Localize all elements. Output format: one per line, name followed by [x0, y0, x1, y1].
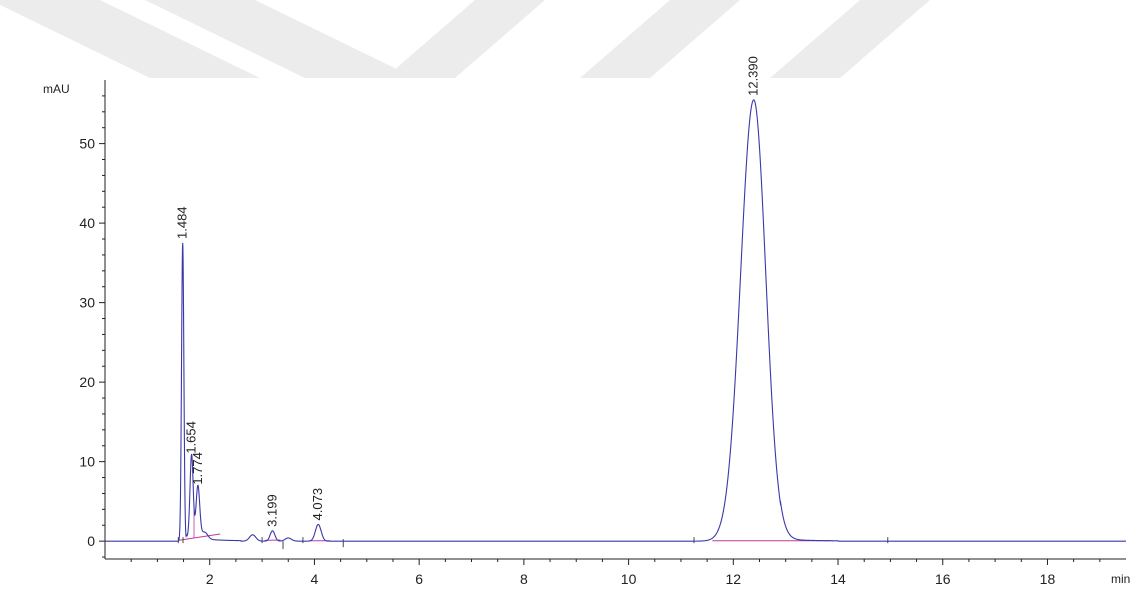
x-tick-label: 10 — [621, 571, 637, 587]
watermark-stripe — [145, 0, 415, 78]
x-tick-label: 6 — [415, 571, 423, 587]
peak-label-1-774: 1.774 — [190, 452, 205, 485]
peak-label-1-654: 1.654 — [184, 421, 199, 454]
y-axis-label: mAU — [43, 82, 70, 96]
x-tick-label: 4 — [311, 571, 319, 587]
x-ticks: 2 4 6 8 10 12 14 16 18 — [130, 559, 1101, 587]
x-axis-label: min — [1111, 572, 1130, 586]
watermark-stripe — [580, 0, 740, 78]
peak-label-1-484: 1.484 — [175, 206, 190, 239]
peak-label-3-199: 3.199 — [264, 494, 279, 527]
watermark-stripe — [0, 0, 260, 78]
peak-label-4-073: 4.073 — [310, 488, 325, 521]
baseline-segment — [178, 533, 221, 541]
x-tick-label: 14 — [830, 571, 846, 587]
watermark-stripe — [770, 0, 930, 78]
x-tick-label: 12 — [726, 571, 742, 587]
y-tick-label: 40 — [79, 215, 95, 231]
y-ticks: 0 10 20 30 40 50 — [79, 95, 105, 558]
baselines — [177, 506, 889, 550]
axes — [104, 80, 1126, 560]
y-tick-label: 10 — [79, 454, 95, 470]
y-tick-label: 30 — [79, 295, 95, 311]
y-tick-label: 50 — [79, 136, 95, 152]
x-tick-label: 2 — [206, 571, 214, 587]
watermark-stripe — [385, 0, 545, 78]
y-tick-label: 20 — [79, 374, 95, 390]
x-tick-label: 8 — [520, 571, 528, 587]
signal-trace — [105, 99, 1126, 542]
y-tick-label: 0 — [87, 533, 95, 549]
x-tick-label: 18 — [1040, 571, 1056, 587]
peak-label-12-390: 12.390 — [746, 56, 761, 96]
x-tick-label: 16 — [935, 571, 951, 587]
watermark-stripes — [0, 0, 930, 78]
